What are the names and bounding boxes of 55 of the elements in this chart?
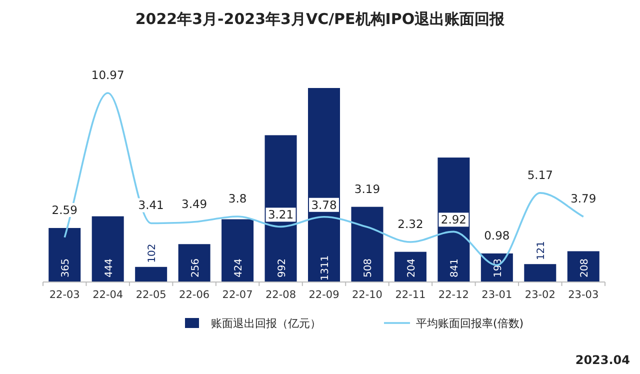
x-tick-label: 22-05: [136, 289, 166, 301]
data-label: 2.59: [52, 202, 78, 217]
data-label: 121: [536, 241, 548, 260]
data-label: 256: [190, 258, 202, 278]
data-label: 3.21: [268, 208, 294, 222]
x-tick-label: 23-02: [524, 289, 556, 301]
data-label: 3.8: [228, 192, 247, 206]
bar: [222, 219, 254, 282]
data-label: 10.97: [91, 68, 124, 82]
data-label: 508: [363, 258, 374, 278]
data-label: 2.92: [440, 212, 466, 227]
data-label: 3.19: [354, 182, 380, 196]
x-tick-label: 22-09: [308, 289, 340, 301]
bar: [438, 158, 470, 282]
x-tick-label: 22-11: [395, 289, 426, 301]
data-label: 444: [104, 258, 115, 278]
bar: [351, 206, 384, 282]
bar: [567, 251, 600, 282]
x-tick-label: 22-03: [49, 289, 80, 301]
data-label: 992: [276, 258, 288, 278]
data-label: 3.49: [182, 196, 208, 211]
x-tick-label: 22-12: [438, 289, 469, 301]
x-tick-label: 23-01: [482, 289, 512, 301]
bar: [394, 252, 426, 282]
data-label: 3.79: [570, 192, 596, 206]
x-tick-label: 23-03: [568, 289, 599, 301]
bar: [178, 244, 210, 282]
chart-title: 2022年3月-2023年3月VC/PE机构IPO退出账面回报: [135, 10, 506, 28]
data-label: 0.98: [484, 228, 510, 242]
legend-label: 平均账面回报率(倍数): [416, 317, 524, 330]
x-tick-label: 22-07: [222, 289, 253, 301]
data-label: 193: [492, 258, 504, 278]
data-label: 204: [406, 258, 418, 278]
bar: [308, 88, 340, 282]
data-label: 2.32: [398, 217, 424, 232]
x-tick-label: 22-06: [179, 289, 210, 301]
bar: [92, 216, 124, 282]
bar: [48, 228, 81, 282]
data-label: 1311: [320, 255, 331, 281]
bar: [135, 266, 168, 282]
data-label: 3.41: [138, 198, 164, 212]
data-label: 424: [234, 258, 245, 278]
x-tick-label: 22-04: [92, 289, 124, 301]
data-label: 3.78: [311, 198, 337, 212]
x-tick-label: 22-10: [352, 289, 382, 301]
data-label: 5.17: [527, 168, 553, 182]
data-label: 841: [450, 258, 461, 278]
legend-label: 账面退出回报（亿元）: [211, 317, 321, 330]
x-tick-label: 22-08: [266, 289, 296, 301]
data-label: 102: [147, 244, 158, 263]
bar: [264, 135, 297, 282]
bar: [524, 264, 556, 282]
data-label: 208: [579, 258, 590, 278]
data-label: 365: [60, 258, 72, 278]
text: 2023.04: [575, 353, 630, 367]
